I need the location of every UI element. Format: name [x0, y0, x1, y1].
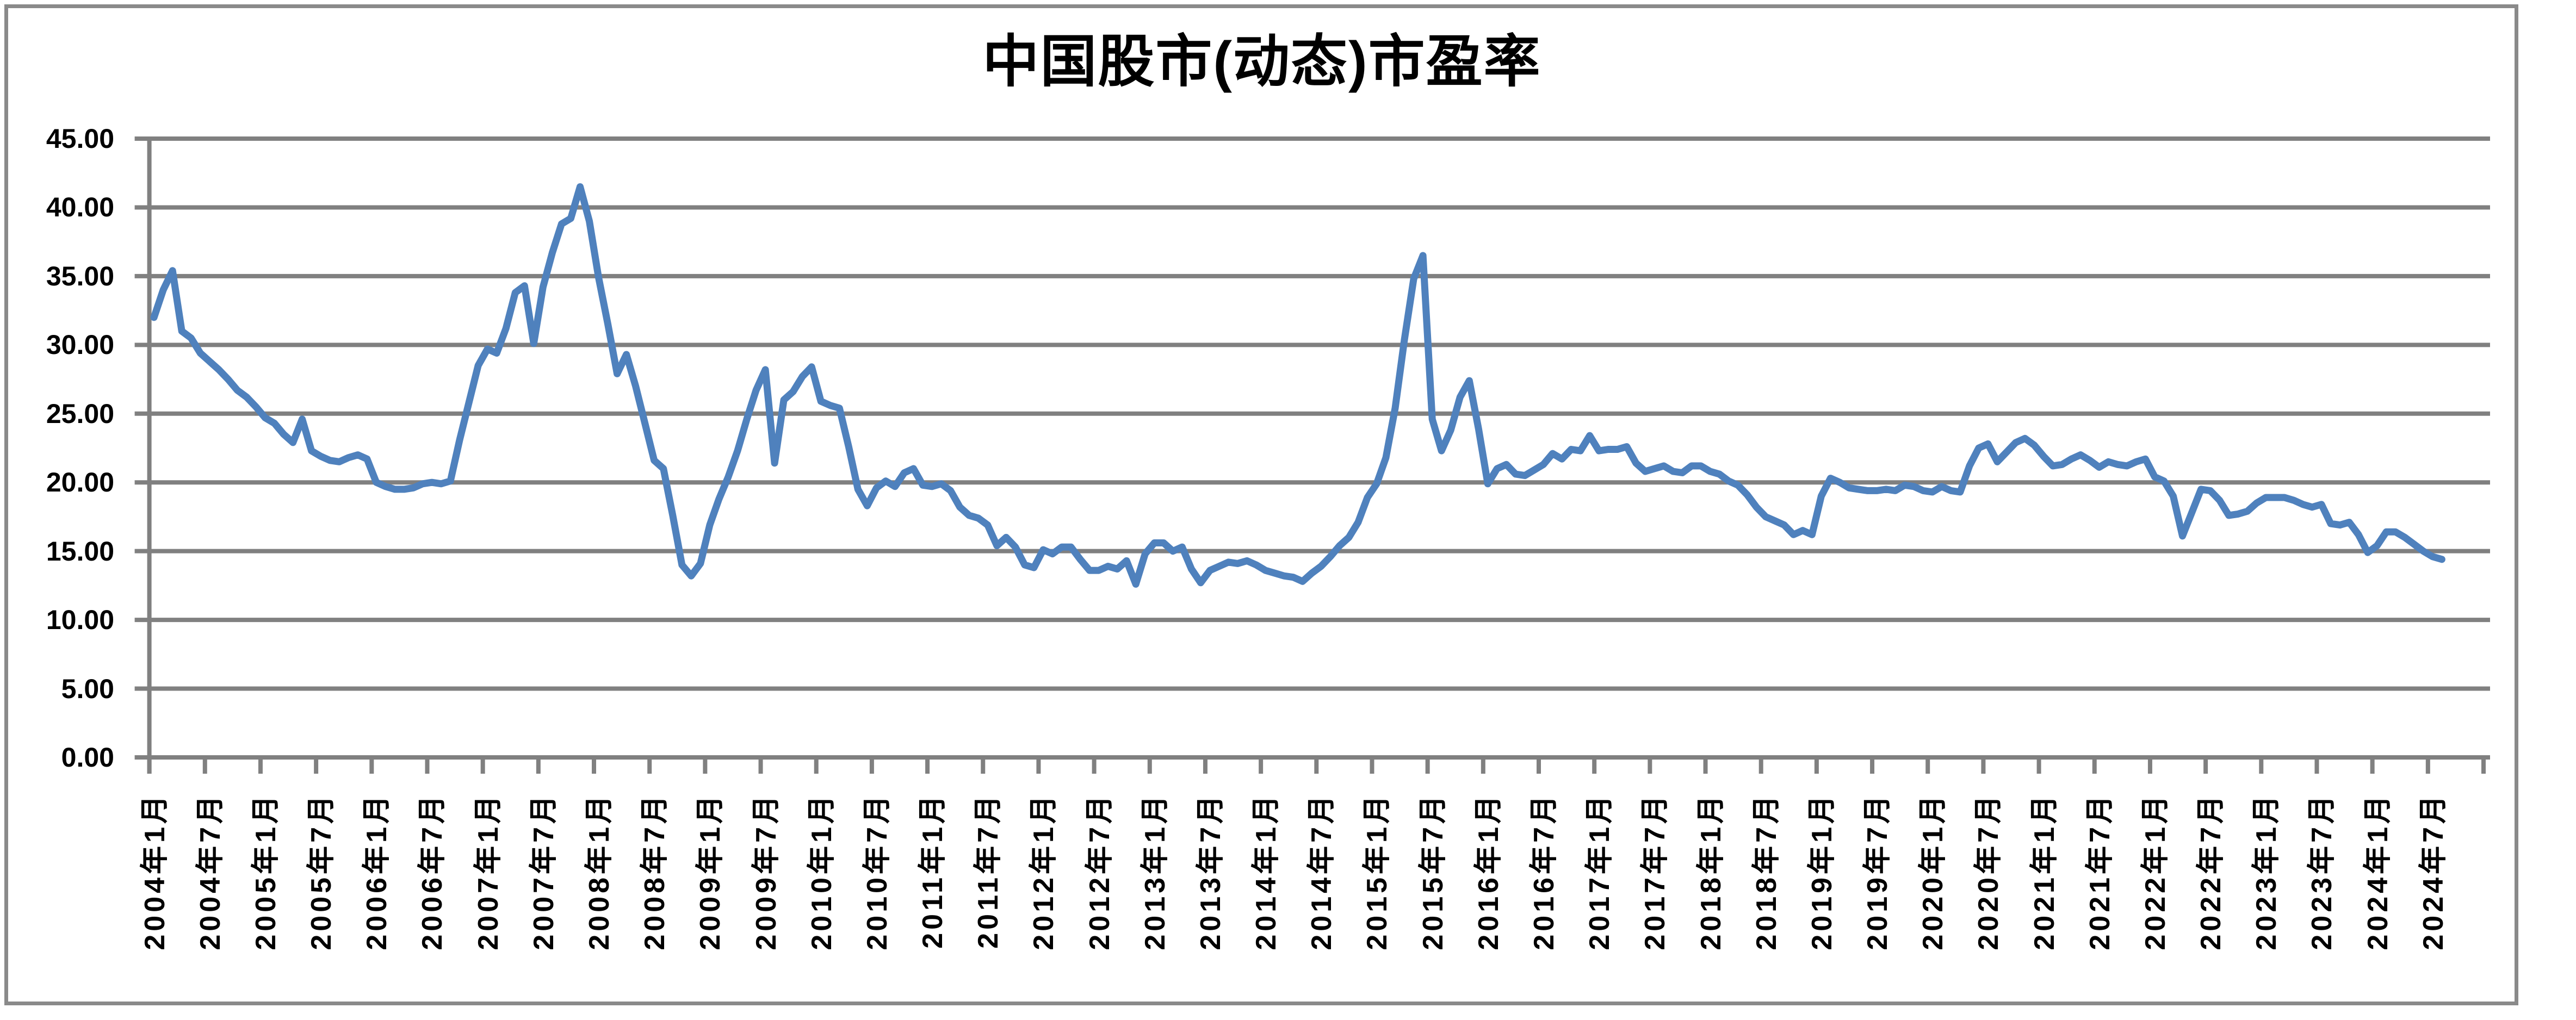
x-axis-label: 2022年1月 [2139, 792, 2171, 950]
y-axis-label: 5.00 [61, 673, 114, 704]
x-axis-label: 2020年7月 [1973, 792, 2005, 950]
x-axis-label: 2011年7月 [973, 792, 1005, 949]
x-axis-label: 2019年7月 [1862, 792, 1894, 950]
y-axis-label: 25.00 [46, 398, 114, 429]
x-axis-label: 2004年1月 [139, 792, 171, 950]
x-axis-label: 2018年1月 [1695, 792, 1727, 950]
x-axis-label: 2023年1月 [2251, 792, 2283, 950]
y-axis-label: 45.00 [46, 123, 114, 154]
chart-frame [4, 4, 2518, 1005]
x-axis-label: 2015年1月 [1361, 792, 1394, 950]
x-axis-label: 2013年1月 [1139, 792, 1171, 950]
x-axis-label: 2022年7月 [2195, 792, 2227, 950]
chart-title: 中国股市(动态)市盈率 [982, 30, 1541, 94]
x-axis-label: 2008年7月 [639, 792, 671, 950]
x-axis-label: 2024年1月 [2362, 792, 2394, 950]
y-axis-label: 35.00 [46, 260, 114, 291]
x-axis-label: 2009年7月 [750, 792, 782, 950]
x-axis-label: 2012年7月 [1083, 792, 1116, 950]
x-axis-label: 2004年7月 [194, 792, 226, 950]
y-axis-label: 20.00 [46, 467, 114, 498]
x-axis-label: 2023年7月 [2306, 792, 2338, 950]
x-axis-label: 2017年1月 [1584, 792, 1616, 950]
x-axis-label: 2016年7月 [1528, 792, 1560, 950]
x-axis-label: 2018年7月 [1750, 792, 1782, 950]
x-axis-label: 2005年1月 [250, 792, 282, 950]
pe-ratio-line [150, 183, 2445, 588]
x-axis-label: 2014年7月 [1306, 792, 1338, 950]
x-axis-label: 2020年1月 [1917, 792, 1949, 950]
x-axis-label: 2010年1月 [806, 792, 838, 950]
x-axis-label: 2024年7月 [2417, 792, 2449, 950]
x-axis-label: 2021年7月 [2084, 792, 2116, 950]
x-axis-label: 2011年1月 [917, 792, 949, 949]
x-axis-label: 2008年1月 [584, 792, 615, 950]
x-axis-label: 2014年1月 [1250, 792, 1283, 950]
x-axis-label: 2012年1月 [1028, 792, 1060, 950]
x-axis-label: 2013年7月 [1194, 792, 1227, 950]
x-axis-label: 2010年7月 [861, 792, 893, 950]
y-axis-label: 30.00 [46, 329, 114, 360]
x-axis-label: 2017年7月 [1639, 792, 1671, 950]
x-axis-label: 2007年7月 [528, 792, 560, 950]
x-axis-label: 2021年1月 [2028, 792, 2060, 950]
x-axis-label: 2006年7月 [417, 792, 449, 950]
x-axis-label: 2007年1月 [472, 792, 504, 950]
y-axis-label: 10.00 [46, 605, 114, 636]
x-axis-label: 2016年1月 [1472, 792, 1504, 950]
x-axis-label: 2009年1月 [695, 792, 727, 950]
y-axis-label: 40.00 [46, 192, 114, 223]
x-axis-label: 2019年1月 [1806, 792, 1838, 950]
y-axis-label: 0.00 [61, 742, 114, 773]
x-axis-label: 2006年1月 [361, 792, 393, 950]
x-axis-label: 2015年7月 [1417, 792, 1449, 950]
y-axis-label: 15.00 [46, 536, 114, 567]
x-axis-label: 2005年7月 [306, 792, 338, 950]
